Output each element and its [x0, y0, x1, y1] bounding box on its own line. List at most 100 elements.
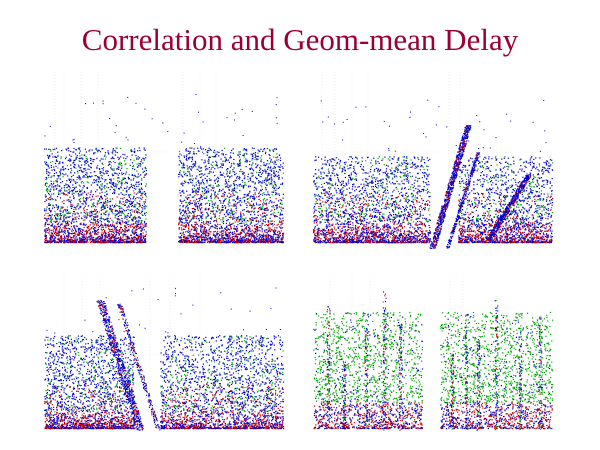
data-point — [231, 196, 232, 197]
data-point — [62, 201, 63, 202]
data-point — [193, 178, 194, 179]
data-point — [142, 197, 143, 198]
data-point — [243, 213, 244, 214]
data-point — [86, 200, 87, 201]
data-point — [88, 230, 89, 231]
data-point — [242, 180, 243, 181]
data-point — [206, 203, 207, 204]
data-point — [83, 224, 84, 225]
data-point — [183, 183, 184, 184]
data-point — [262, 189, 263, 190]
data-point — [258, 175, 259, 176]
data-point — [141, 242, 142, 243]
data-point — [117, 213, 118, 214]
data-point — [226, 223, 227, 224]
data-point — [229, 222, 230, 223]
data-point — [283, 198, 284, 199]
data-point — [132, 211, 133, 212]
data-point — [251, 205, 252, 206]
data-point — [230, 215, 231, 216]
data-point — [101, 234, 102, 235]
data-point — [265, 187, 266, 188]
data-point — [64, 220, 65, 221]
data-point — [223, 221, 224, 222]
data-point — [59, 221, 60, 222]
data-point — [94, 210, 95, 211]
data-point — [60, 215, 61, 216]
data-point — [58, 194, 59, 195]
data-point — [124, 197, 125, 198]
data-point — [253, 194, 254, 195]
data-point — [249, 211, 250, 212]
data-point — [209, 156, 210, 157]
data-point — [139, 191, 140, 192]
data-point — [183, 164, 184, 165]
data-point — [246, 222, 247, 223]
data-point — [192, 167, 193, 168]
data-point — [97, 230, 98, 231]
data-point — [102, 234, 103, 235]
data-point — [139, 201, 140, 202]
data-point — [70, 151, 71, 152]
data-point — [279, 231, 280, 232]
data-point — [117, 157, 118, 158]
data-point — [76, 187, 77, 188]
data-point — [198, 150, 199, 151]
data-point — [261, 186, 262, 187]
data-point — [229, 229, 230, 230]
data-point — [113, 226, 114, 227]
data-point — [70, 233, 71, 234]
data-point — [61, 188, 62, 189]
data-point — [67, 175, 68, 176]
data-point — [245, 159, 246, 160]
data-point — [248, 241, 249, 242]
data-point — [248, 181, 249, 182]
data-point — [62, 167, 63, 168]
data-point — [79, 189, 80, 190]
data-point — [233, 204, 234, 205]
data-point — [197, 188, 198, 189]
data-point — [275, 230, 276, 231]
data-point — [134, 186, 135, 187]
data-point — [208, 185, 209, 186]
data-point — [44, 239, 45, 240]
data-point — [91, 158, 92, 159]
data-point — [125, 215, 126, 216]
data-point — [99, 241, 100, 242]
data-point — [267, 148, 268, 149]
data-point — [81, 157, 82, 158]
data-point — [128, 209, 129, 210]
data-point — [239, 177, 240, 178]
data-point — [195, 222, 196, 223]
data-point — [123, 190, 124, 191]
data-point — [248, 225, 249, 226]
data-point — [125, 200, 126, 201]
data-point — [60, 217, 61, 218]
data-point — [110, 210, 111, 211]
data-point — [240, 198, 241, 199]
data-point — [191, 148, 192, 149]
data-point — [108, 153, 109, 154]
data-point — [135, 209, 136, 210]
data-point — [117, 180, 118, 181]
data-point — [187, 199, 188, 200]
data-point — [183, 236, 184, 237]
data-point — [246, 166, 247, 167]
data-point — [266, 181, 267, 182]
data-point — [227, 168, 228, 169]
data-point — [119, 222, 120, 223]
data-point — [242, 240, 243, 241]
data-point — [142, 220, 143, 221]
data-point — [242, 221, 243, 222]
data-point — [146, 212, 147, 213]
data-point — [64, 216, 65, 217]
data-point — [268, 231, 269, 232]
data-point — [141, 180, 142, 181]
data-point — [76, 225, 77, 226]
data-point — [249, 164, 250, 165]
data-point — [97, 238, 98, 239]
data-point — [135, 223, 136, 224]
data-point — [255, 152, 256, 153]
data-point — [146, 226, 147, 227]
data-point — [60, 191, 61, 192]
